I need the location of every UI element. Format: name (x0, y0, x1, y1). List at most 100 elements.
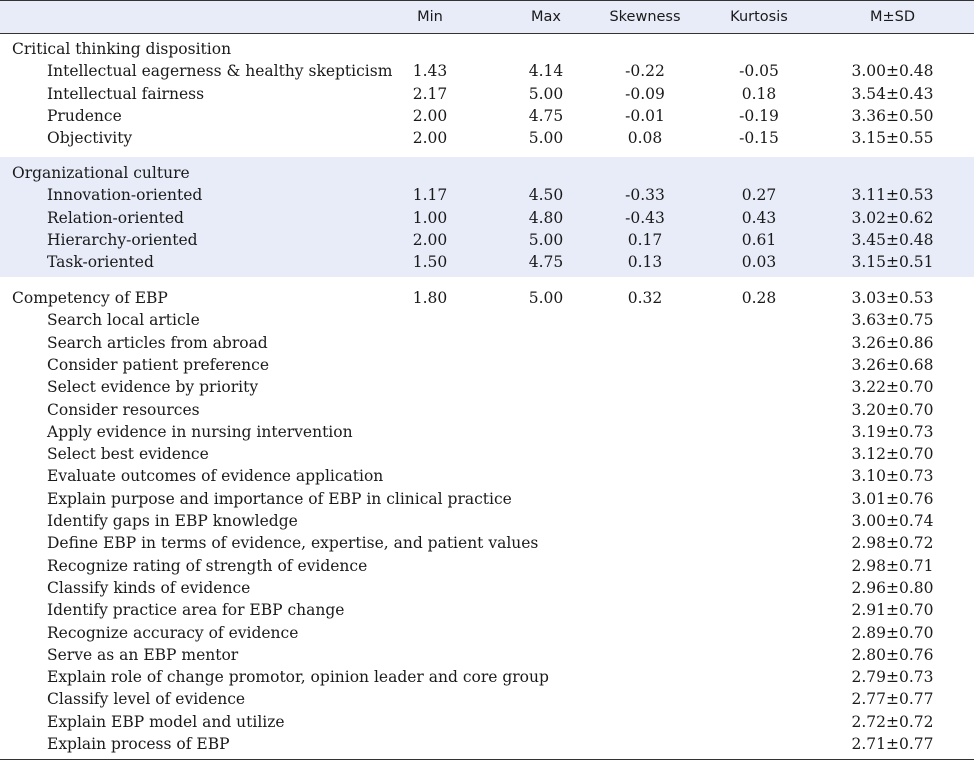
row-label: Explain role of change promotor, opinion… (47, 668, 549, 687)
row-msd: 3.15±0.55 (851, 129, 934, 148)
row-skewness: -0.09 (625, 84, 665, 103)
row-min: 2.00 (412, 230, 448, 249)
row-min: 1.43 (412, 62, 448, 81)
row-msd: 2.72±0.72 (851, 712, 934, 731)
row-skewness: 0.13 (627, 253, 663, 272)
section-summary-kurtosis: 0.28 (741, 289, 777, 307)
row-msd: 3.19±0.73 (851, 422, 934, 441)
row-label: Serve as an EBP mentor (47, 645, 239, 664)
row-label: Identify practice area for EBP change (47, 601, 345, 620)
row-max: 4.80 (528, 208, 564, 227)
row-min: 2.17 (412, 84, 448, 103)
section-summary-min: 1.80 (412, 289, 448, 307)
section-summary-skewness: 0.32 (627, 289, 663, 307)
row-kurtosis: -0.19 (739, 106, 779, 125)
row-label: Search articles from abroad (47, 333, 268, 352)
row-max: 5.00 (528, 129, 564, 148)
header-rule (0, 33, 974, 34)
row-label: Intellectual eagerness & healthy skeptic… (47, 62, 393, 81)
row-max: 4.75 (528, 106, 564, 125)
header-max: Max (531, 9, 561, 25)
row-max: 4.14 (528, 62, 564, 81)
row-label: Task-oriented (47, 253, 154, 272)
row-skewness: -0.43 (625, 208, 665, 227)
row-label: Recognize accuracy of evidence (47, 623, 299, 642)
row-msd: 3.11±0.53 (851, 186, 934, 205)
row-kurtosis: -0.15 (739, 129, 779, 148)
row-kurtosis: 0.27 (741, 186, 777, 205)
row-msd: 3.20±0.70 (851, 400, 934, 419)
row-msd: 3.36±0.50 (851, 106, 934, 125)
row-label: Relation-oriented (47, 208, 184, 227)
row-kurtosis: 0.61 (741, 230, 777, 249)
row-label: Recognize rating of strength of evidence (47, 556, 368, 575)
row-msd: 2.89±0.70 (851, 623, 934, 642)
row-skewness: 0.17 (627, 230, 663, 249)
row-msd: 2.71±0.77 (851, 735, 934, 753)
row-label: Intellectual fairness (47, 84, 205, 103)
bottom-rule (0, 759, 974, 760)
top-rule (0, 0, 974, 1)
row-msd: 3.00±0.48 (851, 62, 934, 81)
row-msd: 2.96±0.80 (851, 578, 934, 597)
row-skewness: 0.08 (627, 129, 663, 148)
row-label: Prudence (47, 106, 122, 125)
row-skewness: -0.01 (625, 106, 665, 125)
row-max: 4.75 (528, 253, 564, 272)
section-summary-max: 5.00 (528, 289, 564, 307)
row-label: Evaluate outcomes of evidence applicatio… (47, 467, 384, 486)
row-msd: 3.54±0.43 (851, 84, 934, 103)
row-msd: 2.79±0.73 (851, 668, 934, 687)
row-label: Classify kinds of evidence (47, 578, 251, 597)
row-label: Explain process of EBP (47, 735, 230, 753)
row-msd: 3.22±0.70 (851, 378, 934, 397)
row-min: 1.50 (412, 253, 448, 272)
row-msd: 2.77±0.77 (851, 690, 934, 709)
row-max: 5.00 (528, 230, 564, 249)
row-msd: 3.45±0.48 (851, 230, 934, 249)
header-msd: M±SD (869, 9, 916, 25)
row-max: 5.00 (528, 84, 564, 103)
row-kurtosis: 0.43 (741, 208, 777, 227)
row-label: Consider patient preference (47, 355, 270, 374)
section-label: Organizational culture (12, 164, 190, 182)
row-label: Explain EBP model and utilize (47, 712, 285, 731)
row-label: Select evidence by priority (47, 378, 259, 397)
row-msd: 3.26±0.68 (851, 355, 934, 374)
header-min: Min (417, 9, 443, 25)
row-min: 1.00 (412, 208, 448, 227)
row-label: Classify level of evidence (47, 690, 246, 709)
header-skewness: Skewness (609, 9, 681, 25)
header-kurtosis: Kurtosis (730, 9, 788, 25)
row-label: Define EBP in terms of evidence, experti… (47, 534, 539, 553)
section-label: Critical thinking disposition (12, 40, 232, 58)
row-kurtosis: 0.03 (741, 253, 777, 272)
row-min: 2.00 (412, 106, 448, 125)
section-label: Competency of EBP (12, 289, 168, 307)
section-summary-msd: 3.03±0.53 (851, 289, 934, 307)
row-label: Consider resources (47, 400, 200, 419)
row-msd: 3.15±0.51 (851, 253, 934, 272)
row-msd: 3.26±0.86 (851, 333, 934, 352)
row-msd: 3.10±0.73 (851, 467, 934, 486)
row-label: Search local article (47, 311, 200, 330)
row-msd: 2.91±0.70 (851, 601, 934, 620)
section-band (0, 157, 974, 277)
row-label: Objectivity (47, 129, 133, 148)
row-msd: 3.01±0.76 (851, 489, 934, 508)
row-max: 4.50 (528, 186, 564, 205)
row-msd: 3.00±0.74 (851, 512, 934, 530)
table-header: Min Max Skewness Kurtosis M±SD (0, 0, 974, 33)
row-msd: 3.12±0.70 (851, 445, 934, 464)
row-label: Explain purpose and importance of EBP in… (47, 489, 512, 508)
row-kurtosis: 0.18 (741, 84, 777, 103)
row-msd: 3.63±0.75 (851, 311, 934, 330)
row-skewness: -0.33 (625, 186, 665, 205)
row-min: 1.17 (412, 186, 448, 205)
row-label: Hierarchy-oriented (47, 230, 198, 249)
row-msd: 2.98±0.71 (851, 556, 934, 575)
row-min: 2.00 (412, 129, 448, 148)
row-msd: 3.02±0.62 (851, 208, 934, 227)
row-label: Identify gaps in EBP knowledge (47, 512, 298, 530)
row-msd: 2.80±0.76 (851, 645, 934, 664)
